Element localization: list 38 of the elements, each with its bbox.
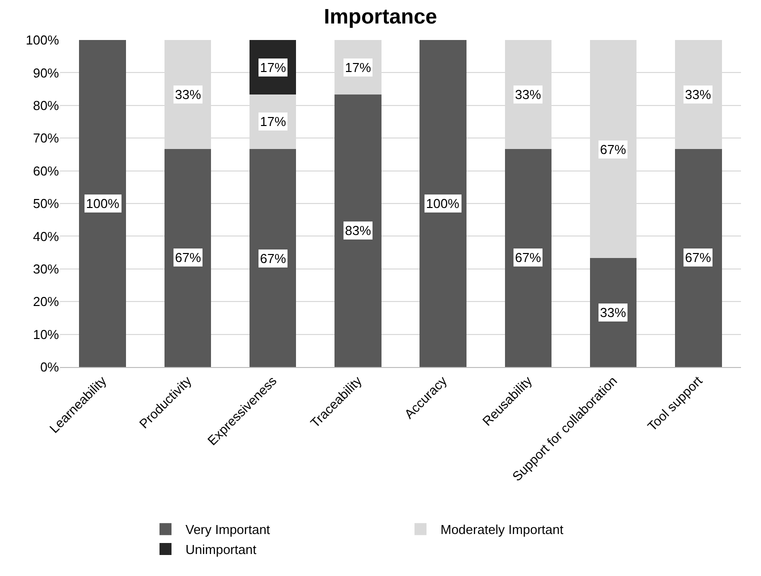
bar <box>675 148 722 367</box>
data-label: 17% <box>260 114 286 129</box>
y-tick-label: 0% <box>40 360 60 375</box>
y-tick-label: 40% <box>32 228 60 244</box>
bar <box>249 149 296 367</box>
data-label: 17% <box>345 60 372 75</box>
bar <box>164 148 212 367</box>
chart-title: Importance <box>324 5 438 28</box>
data-label: 33% <box>600 305 626 320</box>
bar <box>590 258 637 367</box>
data-label: 67% <box>515 250 542 265</box>
y-tick-label: 90% <box>32 65 60 80</box>
y-tick-label: 10% <box>32 326 60 342</box>
y-tick-label: 100% <box>26 32 60 48</box>
bar <box>504 148 552 367</box>
legend-label: Unimportant <box>186 542 257 558</box>
bar <box>79 40 126 367</box>
data-label: 17% <box>260 60 286 75</box>
y-tick-label: 70% <box>32 130 60 146</box>
y-tick-label: 50% <box>32 196 60 212</box>
y-tick-label: 30% <box>32 261 60 276</box>
legend-label: Very Important <box>186 522 270 538</box>
y-tick-label: 60% <box>32 163 60 178</box>
data-label: 100% <box>426 196 460 211</box>
data-label: 67% <box>260 251 286 266</box>
data-label: 33% <box>515 87 542 102</box>
data-label: 67% <box>600 142 626 157</box>
y-tick-label: 80% <box>32 98 60 113</box>
data-label: 83% <box>345 223 372 238</box>
y-tick-label: 20% <box>32 294 60 310</box>
data-label: 100% <box>86 196 120 211</box>
data-label: 67% <box>175 250 202 265</box>
bar <box>334 94 382 367</box>
data-label: 67% <box>685 250 712 265</box>
data-label: 33% <box>175 87 202 102</box>
bar <box>420 40 466 367</box>
data-label: 33% <box>685 87 712 102</box>
legend-label: Moderately Important <box>440 522 564 538</box>
